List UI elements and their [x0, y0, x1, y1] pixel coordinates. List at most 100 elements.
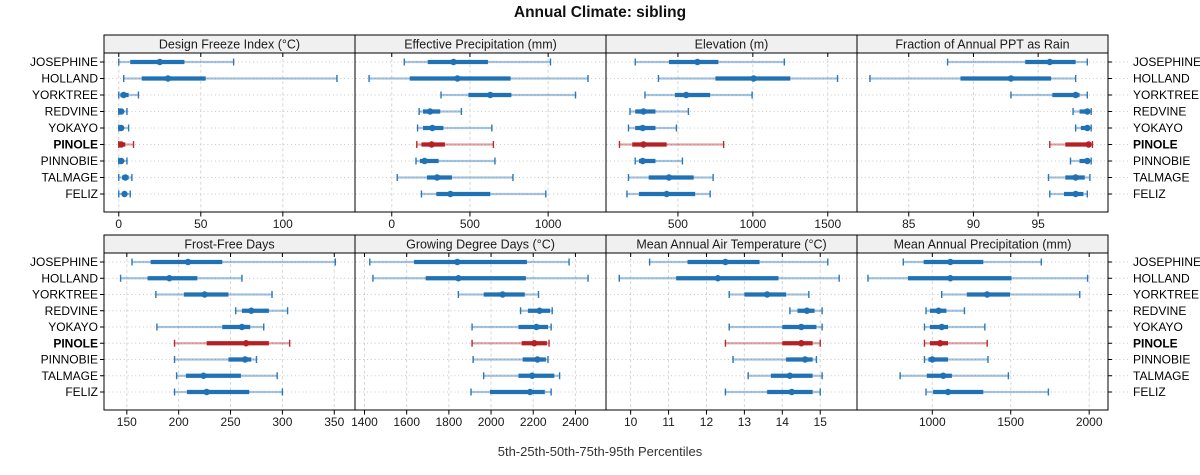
site-marks-redvine	[519, 307, 553, 315]
median-dot	[447, 190, 454, 198]
median-dot	[722, 258, 729, 266]
site-marks-holland	[372, 274, 589, 282]
median-dot	[750, 75, 757, 82]
plot-area-bg	[104, 253, 355, 410]
x-tick-label: 1500	[997, 415, 1024, 429]
site-marks-pinole	[1049, 141, 1094, 148]
x-tick-label: 200	[169, 415, 189, 429]
panel-mean-annual-air-temperature-c-: 10 11 12 13 14 15 Mean Annual Air Temperature …	[605, 234, 858, 429]
site-marks-yokayo	[471, 323, 552, 331]
plot-area-bg	[104, 53, 355, 212]
site-marks-pinole	[618, 141, 725, 148]
site-label-left-pinole: PINOLE	[53, 336, 98, 350]
median-dot	[665, 174, 673, 181]
median-dot	[428, 141, 435, 148]
site-label-left-talmage: TALMAGE	[42, 369, 98, 383]
site-marks-yorktree	[1010, 91, 1088, 99]
site-marks-redvine	[789, 307, 823, 315]
site-marks-pinnobie	[118, 157, 128, 165]
site-marks-pinnobie	[732, 356, 818, 363]
median-dot	[1072, 91, 1079, 99]
median-dot	[947, 275, 954, 282]
site-marks-pinole	[416, 141, 495, 148]
site-marks-josephine	[634, 58, 786, 66]
median-dot	[526, 388, 534, 396]
site-label-right-yokayo: YOKAYO	[1133, 320, 1183, 334]
site-marks-pinole	[923, 339, 988, 347]
site-marks-redvine	[418, 108, 463, 115]
median-dot	[241, 356, 249, 363]
site-marks-yorktree	[440, 91, 577, 99]
site-label-left-holland: HOLLAND	[41, 271, 98, 285]
median-dot	[450, 58, 457, 66]
panel-strip-label: Fraction of Annual PPT as Rain	[895, 38, 1069, 52]
site-label-right-pinnobie: PINNOBIE	[1133, 154, 1190, 168]
site-marks-feliz	[470, 388, 552, 396]
median-dot	[1072, 190, 1079, 198]
median-dot	[1084, 108, 1091, 115]
panel-strip-label: Elevation (m)	[695, 38, 769, 52]
site-label-right-feliz: FELIZ	[1133, 187, 1166, 201]
site-marks-talmage	[396, 174, 514, 181]
median-dot	[1084, 157, 1091, 165]
median-dot	[499, 291, 506, 298]
site-label-left-holland: HOLLAND	[41, 72, 98, 86]
x-tick-label: 1400	[351, 415, 378, 429]
median-dot	[201, 291, 208, 298]
panel-elevation-m-: 500 1000 1500 Elevation (m)	[605, 34, 858, 231]
site-marks-pinole	[118, 141, 135, 148]
chart-title: Annual Climate: sibling	[513, 4, 687, 21]
site-marks-yokayo	[118, 124, 130, 132]
site-marks-feliz	[1049, 190, 1088, 198]
median-dot	[184, 258, 192, 266]
site-label-right-redvine: REDVINE	[1133, 304, 1186, 318]
site-marks-yokayo	[156, 323, 265, 331]
site-marks-josephine	[902, 258, 1043, 266]
site-marks-josephine	[648, 258, 829, 266]
site-marks-pinole	[173, 339, 291, 347]
site-marks-yorktree	[941, 291, 1081, 298]
site-marks-yokayo	[923, 323, 986, 331]
site-label-right-holland: HOLLAND	[1133, 72, 1190, 86]
median-dot	[533, 323, 540, 331]
site-marks-yokayo	[416, 124, 493, 132]
x-tick-label: 300	[272, 415, 292, 429]
median-dot	[663, 190, 670, 198]
median-dot	[940, 372, 947, 379]
site-label-left-feliz: FELIZ	[65, 385, 98, 399]
median-dot	[421, 157, 428, 165]
site-label-left-josephine: JOSEPHINE	[30, 55, 98, 69]
site-marks-yokayo	[1074, 124, 1092, 132]
x-tick-label: 2400	[562, 415, 589, 429]
x-tick-label: 1000	[740, 217, 767, 231]
site-label-left-pinnobie: PINNOBIE	[41, 353, 98, 367]
site-label-right-pinnobie: PINNOBIE	[1133, 353, 1190, 367]
site-label-right-josephine: JOSEPHINE	[1133, 255, 1200, 269]
x-tick-label: 100	[273, 217, 293, 231]
site-label-right-yorktree: YORKTREE	[1133, 288, 1199, 302]
median-dot	[248, 307, 255, 314]
site-label-left-redvine: REDVINE	[45, 105, 98, 119]
x-tick-label: 12	[700, 415, 714, 429]
x-tick-label: 85	[902, 217, 916, 231]
site-marks-yorktree	[457, 291, 540, 298]
median-dot	[944, 388, 952, 396]
panel-strip-label: Effective Precipitation (mm)	[404, 38, 557, 52]
site-marks-talmage	[1047, 174, 1091, 181]
median-dot	[1072, 174, 1079, 181]
site-marks-feliz	[925, 388, 1050, 396]
median-dot	[801, 356, 809, 363]
median-dot	[947, 258, 954, 266]
median-dot	[454, 258, 461, 266]
site-label-right-yokayo: YOKAYO	[1133, 121, 1183, 135]
site-marks-redvine	[118, 108, 128, 115]
x-tick-label: 13	[738, 415, 752, 429]
x-tick-label: 1000	[535, 217, 562, 231]
site-marks-josephine	[403, 58, 552, 66]
median-dot	[984, 291, 991, 298]
x-tick-label: 0	[388, 217, 395, 231]
median-dot	[433, 174, 441, 181]
site-marks-pinole	[724, 339, 821, 347]
site-label-right-josephine: JOSEPHINE	[1133, 55, 1200, 69]
